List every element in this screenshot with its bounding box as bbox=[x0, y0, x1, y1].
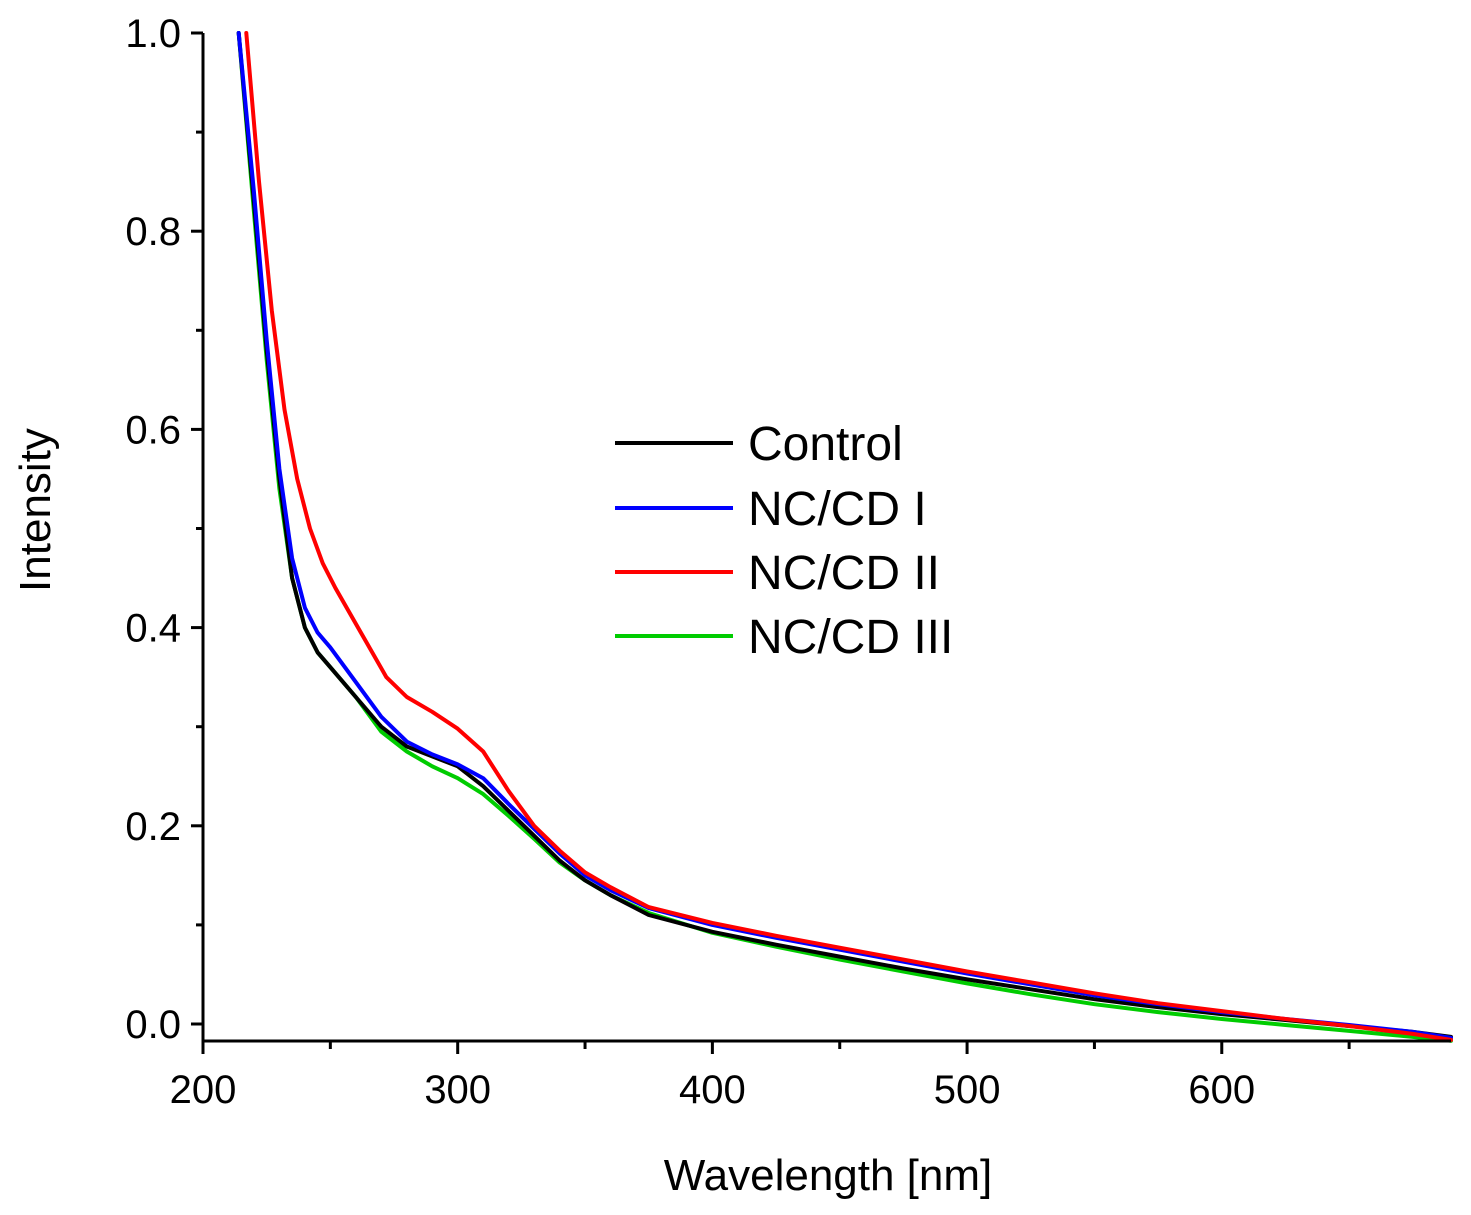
x-tick-label: 400 bbox=[679, 1068, 746, 1112]
x-tick-label: 500 bbox=[934, 1068, 1001, 1112]
y-tick-label: 0.2 bbox=[125, 805, 181, 849]
y-axis-title: Intensity bbox=[11, 428, 60, 592]
y-tick-label: 0.8 bbox=[125, 210, 181, 254]
y-tick-label: 0.0 bbox=[125, 1003, 181, 1047]
y-tick-label: 0.6 bbox=[125, 408, 181, 452]
x-axis-title: Wavelength [nm] bbox=[664, 1151, 993, 1200]
series-line-nc-cd-iii bbox=[236, 31, 1453, 1043]
legend: Control NC/CD I NC/CD II NC/CD III bbox=[615, 418, 953, 664]
series-layer bbox=[236, 31, 1453, 1043]
axes-layer: 0.0 0.2 0.4 0.6 0.8 1.0 200 300 400 500 600 bbox=[125, 12, 1451, 1112]
y-tick-label: 1.0 bbox=[125, 12, 181, 56]
series-line-control bbox=[236, 31, 1453, 1039]
legend-label-nc-cd-iii: NC/CD III bbox=[748, 611, 953, 664]
x-tick-label: 200 bbox=[170, 1068, 237, 1112]
legend-label-control: Control bbox=[748, 418, 903, 471]
x-tick-label: 300 bbox=[424, 1068, 491, 1112]
x-tick-label: 600 bbox=[1188, 1068, 1255, 1112]
legend-label-nc-cd-i: NC/CD I bbox=[748, 483, 927, 536]
series-line-nc-cd-ii bbox=[244, 31, 1453, 1042]
y-tick-label: 0.4 bbox=[125, 607, 181, 651]
legend-label-nc-cd-ii: NC/CD II bbox=[748, 547, 940, 600]
